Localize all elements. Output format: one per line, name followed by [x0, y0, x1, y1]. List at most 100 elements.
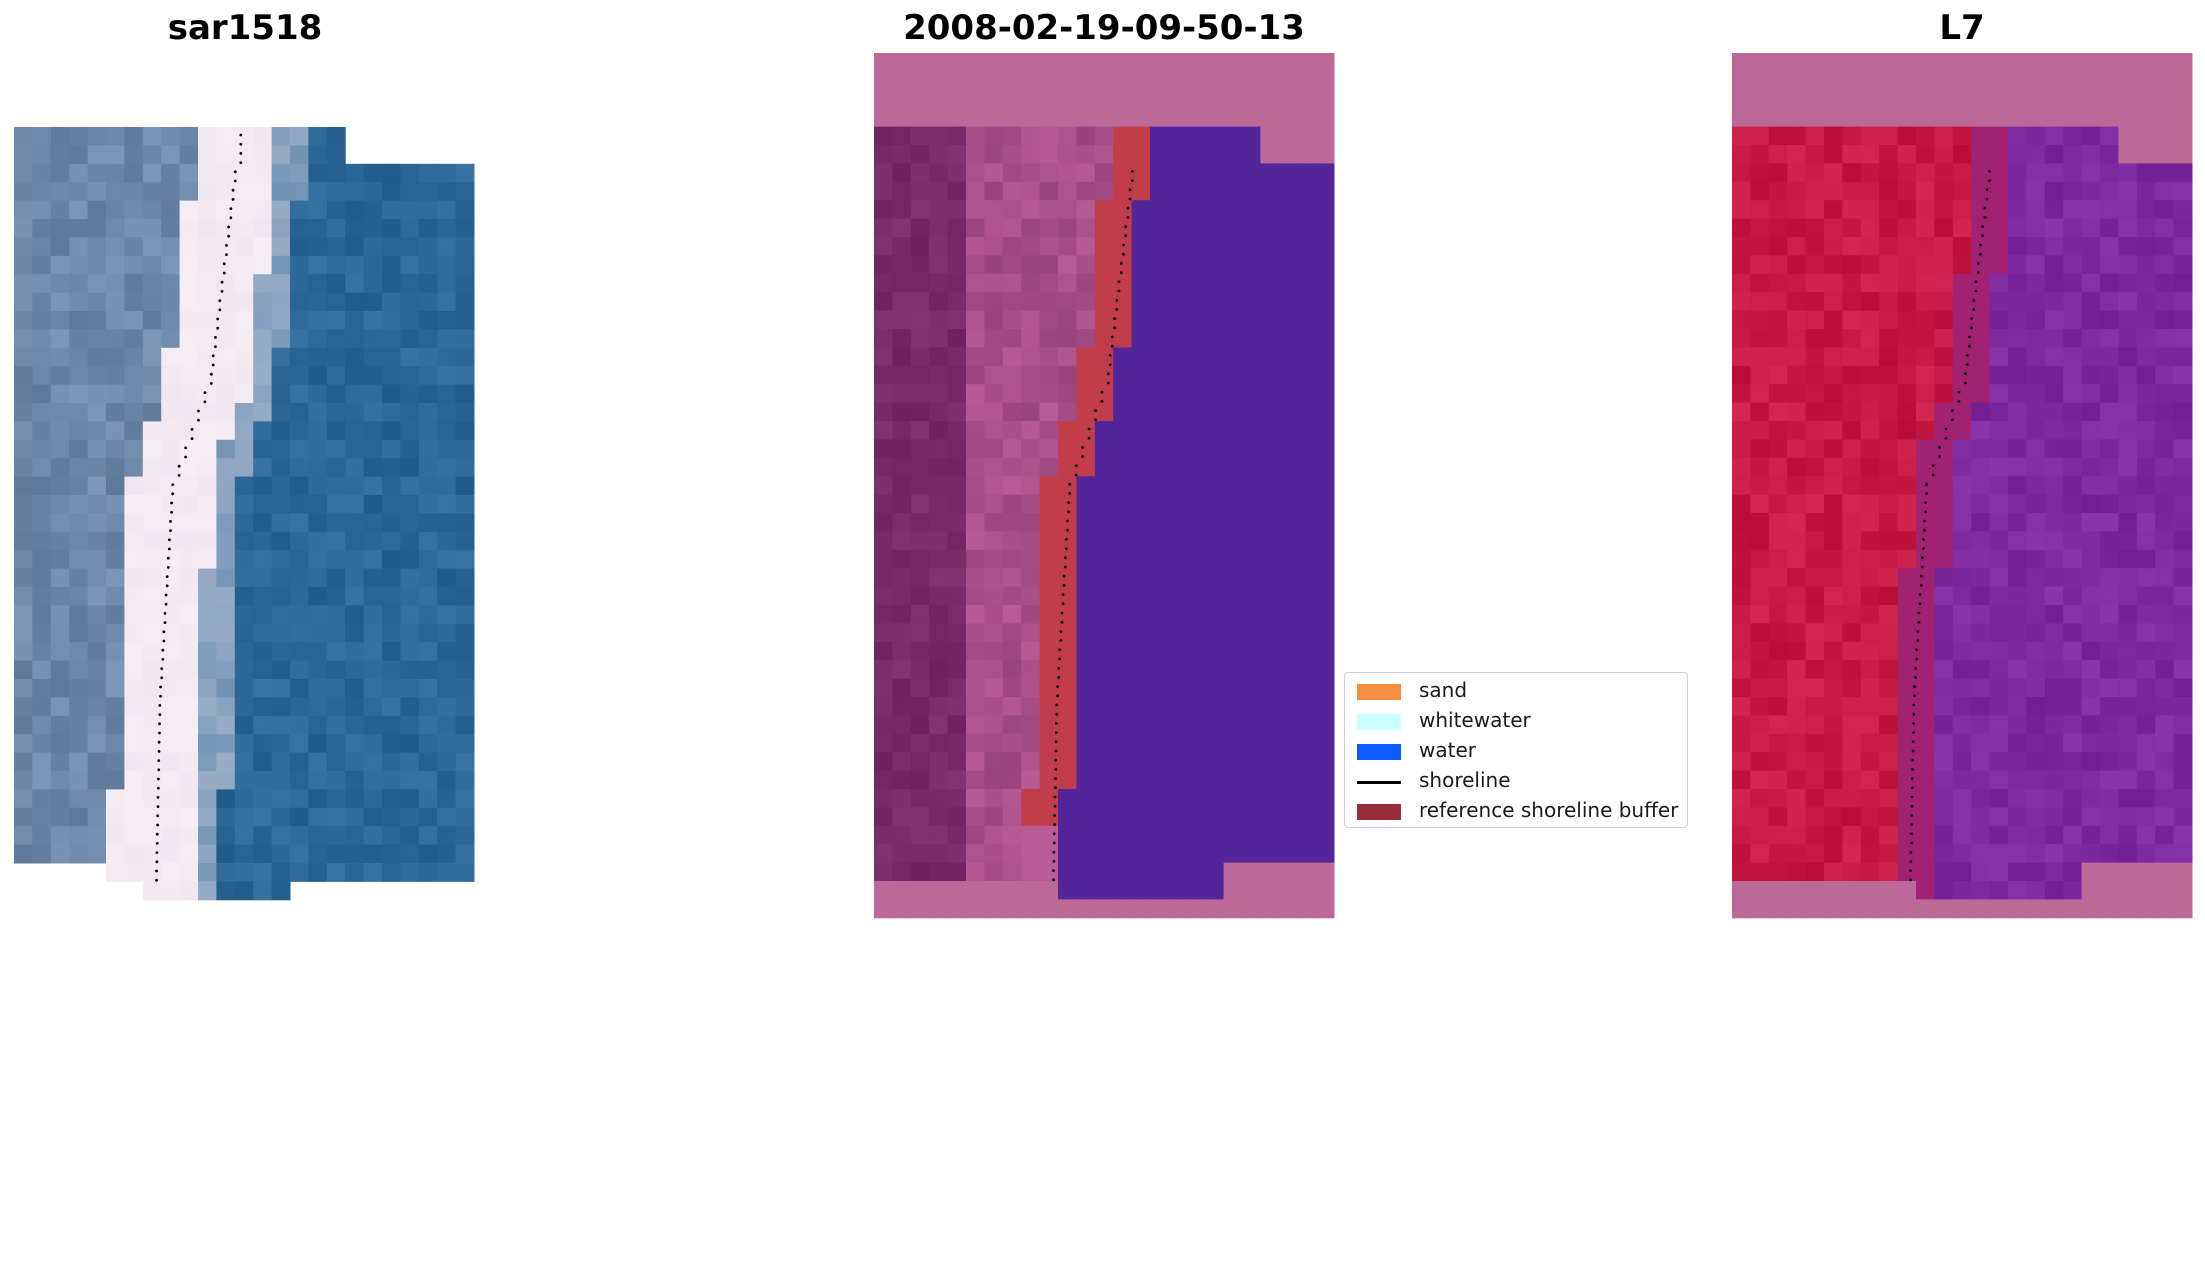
shoreline-point	[1068, 492, 1072, 495]
shoreline-point	[1957, 400, 1961, 403]
shoreline-point	[158, 713, 162, 716]
shoreline-point	[214, 345, 217, 348]
shoreline-point	[1912, 731, 1915, 734]
shoreline-point	[157, 750, 161, 753]
shoreline-point	[1065, 538, 1068, 541]
shoreline-point	[1919, 584, 1923, 587]
shoreline-point	[1925, 482, 1929, 486]
shoreline-point	[155, 869, 158, 873]
shoreline-point	[1909, 832, 1913, 836]
shoreline-point	[171, 492, 175, 496]
shoreline-point	[1918, 593, 1922, 596]
shoreline-point	[1058, 657, 1062, 661]
shoreline-point	[161, 648, 165, 652]
shoreline-point	[209, 372, 213, 376]
shoreline-point	[1910, 823, 1914, 826]
shoreline-point	[1951, 409, 1954, 412]
shoreline-point	[1970, 326, 1974, 330]
shoreline-point	[1053, 814, 1057, 817]
shoreline-point	[156, 777, 160, 781]
shoreline-point	[1053, 786, 1057, 790]
panel-title-classified: 2008-02-19-09-50-13	[903, 8, 1305, 48]
shoreline-point	[203, 400, 207, 404]
shoreline-point	[1910, 795, 1914, 799]
shoreline-point	[229, 207, 233, 211]
shoreline-point	[231, 198, 235, 201]
shoreline-point	[229, 216, 233, 220]
legend-label-shoreline: shoreline	[1419, 768, 1511, 792]
shoreline-point	[1970, 317, 1974, 320]
shoreline-point	[158, 722, 161, 726]
index-image-panel	[1732, 53, 2193, 919]
shoreline-point	[159, 685, 162, 689]
shoreline-point	[1909, 878, 1912, 882]
shoreline-point	[1115, 308, 1119, 311]
shoreline-point	[1983, 216, 1987, 219]
shoreline-point	[1910, 777, 1914, 780]
shoreline-point	[1068, 482, 1072, 486]
shoreline-point	[1917, 611, 1921, 615]
shoreline-point	[1919, 574, 1923, 578]
shoreline-point	[1983, 206, 1987, 210]
shoreline-point	[1111, 344, 1114, 348]
shoreline-point	[158, 704, 162, 707]
shoreline-point	[1100, 390, 1104, 394]
shoreline-point	[1056, 685, 1059, 688]
shoreline-point	[1053, 804, 1057, 808]
shoreline-line-swatch	[1357, 781, 1401, 784]
shoreline-point	[220, 290, 224, 293]
shoreline-point	[1053, 795, 1057, 799]
shoreline-point	[184, 446, 188, 450]
shoreline-point	[1909, 850, 1913, 854]
shoreline-point	[1920, 565, 1924, 569]
shoreline-point	[1054, 740, 1058, 744]
shoreline-point	[1055, 722, 1058, 725]
shoreline-point	[1910, 804, 1914, 808]
shoreline-point	[156, 796, 160, 799]
shoreline-point	[1924, 501, 1928, 504]
shoreline-point	[1924, 510, 1928, 514]
shoreline-point	[1911, 749, 1915, 753]
shoreline-point	[220, 280, 224, 284]
shoreline-point	[184, 455, 188, 459]
shoreline-point	[1053, 777, 1057, 780]
shoreline-point	[1115, 298, 1119, 302]
shoreline-point	[1052, 850, 1056, 854]
whitewater-swatch	[1357, 714, 1401, 730]
shoreline-point	[1100, 400, 1104, 403]
shoreline-point	[1923, 519, 1926, 523]
shoreline-point	[168, 547, 171, 551]
shoreline-point	[163, 612, 167, 615]
shoreline-point	[1920, 556, 1924, 560]
shoreline-point	[1951, 418, 1954, 422]
shoreline-point	[1916, 630, 1920, 633]
shoreline-point	[1124, 225, 1128, 229]
shoreline-point	[160, 667, 164, 670]
panel-title-index: L7	[1939, 8, 1985, 48]
shoreline-point	[158, 731, 161, 735]
shoreline-point	[1122, 252, 1125, 256]
shoreline-point	[1912, 703, 1916, 707]
shoreline-point	[1923, 528, 1926, 532]
shoreline-point	[1052, 869, 1055, 872]
shoreline-point	[216, 317, 220, 321]
shoreline-point	[166, 556, 170, 560]
shoreline-point	[1915, 657, 1919, 661]
shoreline-point	[1974, 289, 1978, 293]
shoreline-point	[239, 161, 243, 165]
shoreline-point	[1918, 602, 1922, 606]
shoreline-point	[1914, 666, 1918, 670]
shoreline-point	[168, 538, 171, 542]
shoreline-point	[1081, 446, 1084, 449]
shoreline-point	[1913, 694, 1916, 698]
shoreline-point	[1057, 666, 1061, 670]
shoreline-point	[1909, 860, 1913, 863]
shoreline-point	[1981, 225, 1985, 229]
shoreline-point	[1911, 768, 1915, 771]
shoreline-point	[227, 225, 231, 229]
shoreline-point	[190, 428, 194, 431]
shoreline-point	[231, 188, 235, 192]
shoreline-point	[1061, 593, 1065, 596]
shoreline-point	[1052, 878, 1055, 882]
